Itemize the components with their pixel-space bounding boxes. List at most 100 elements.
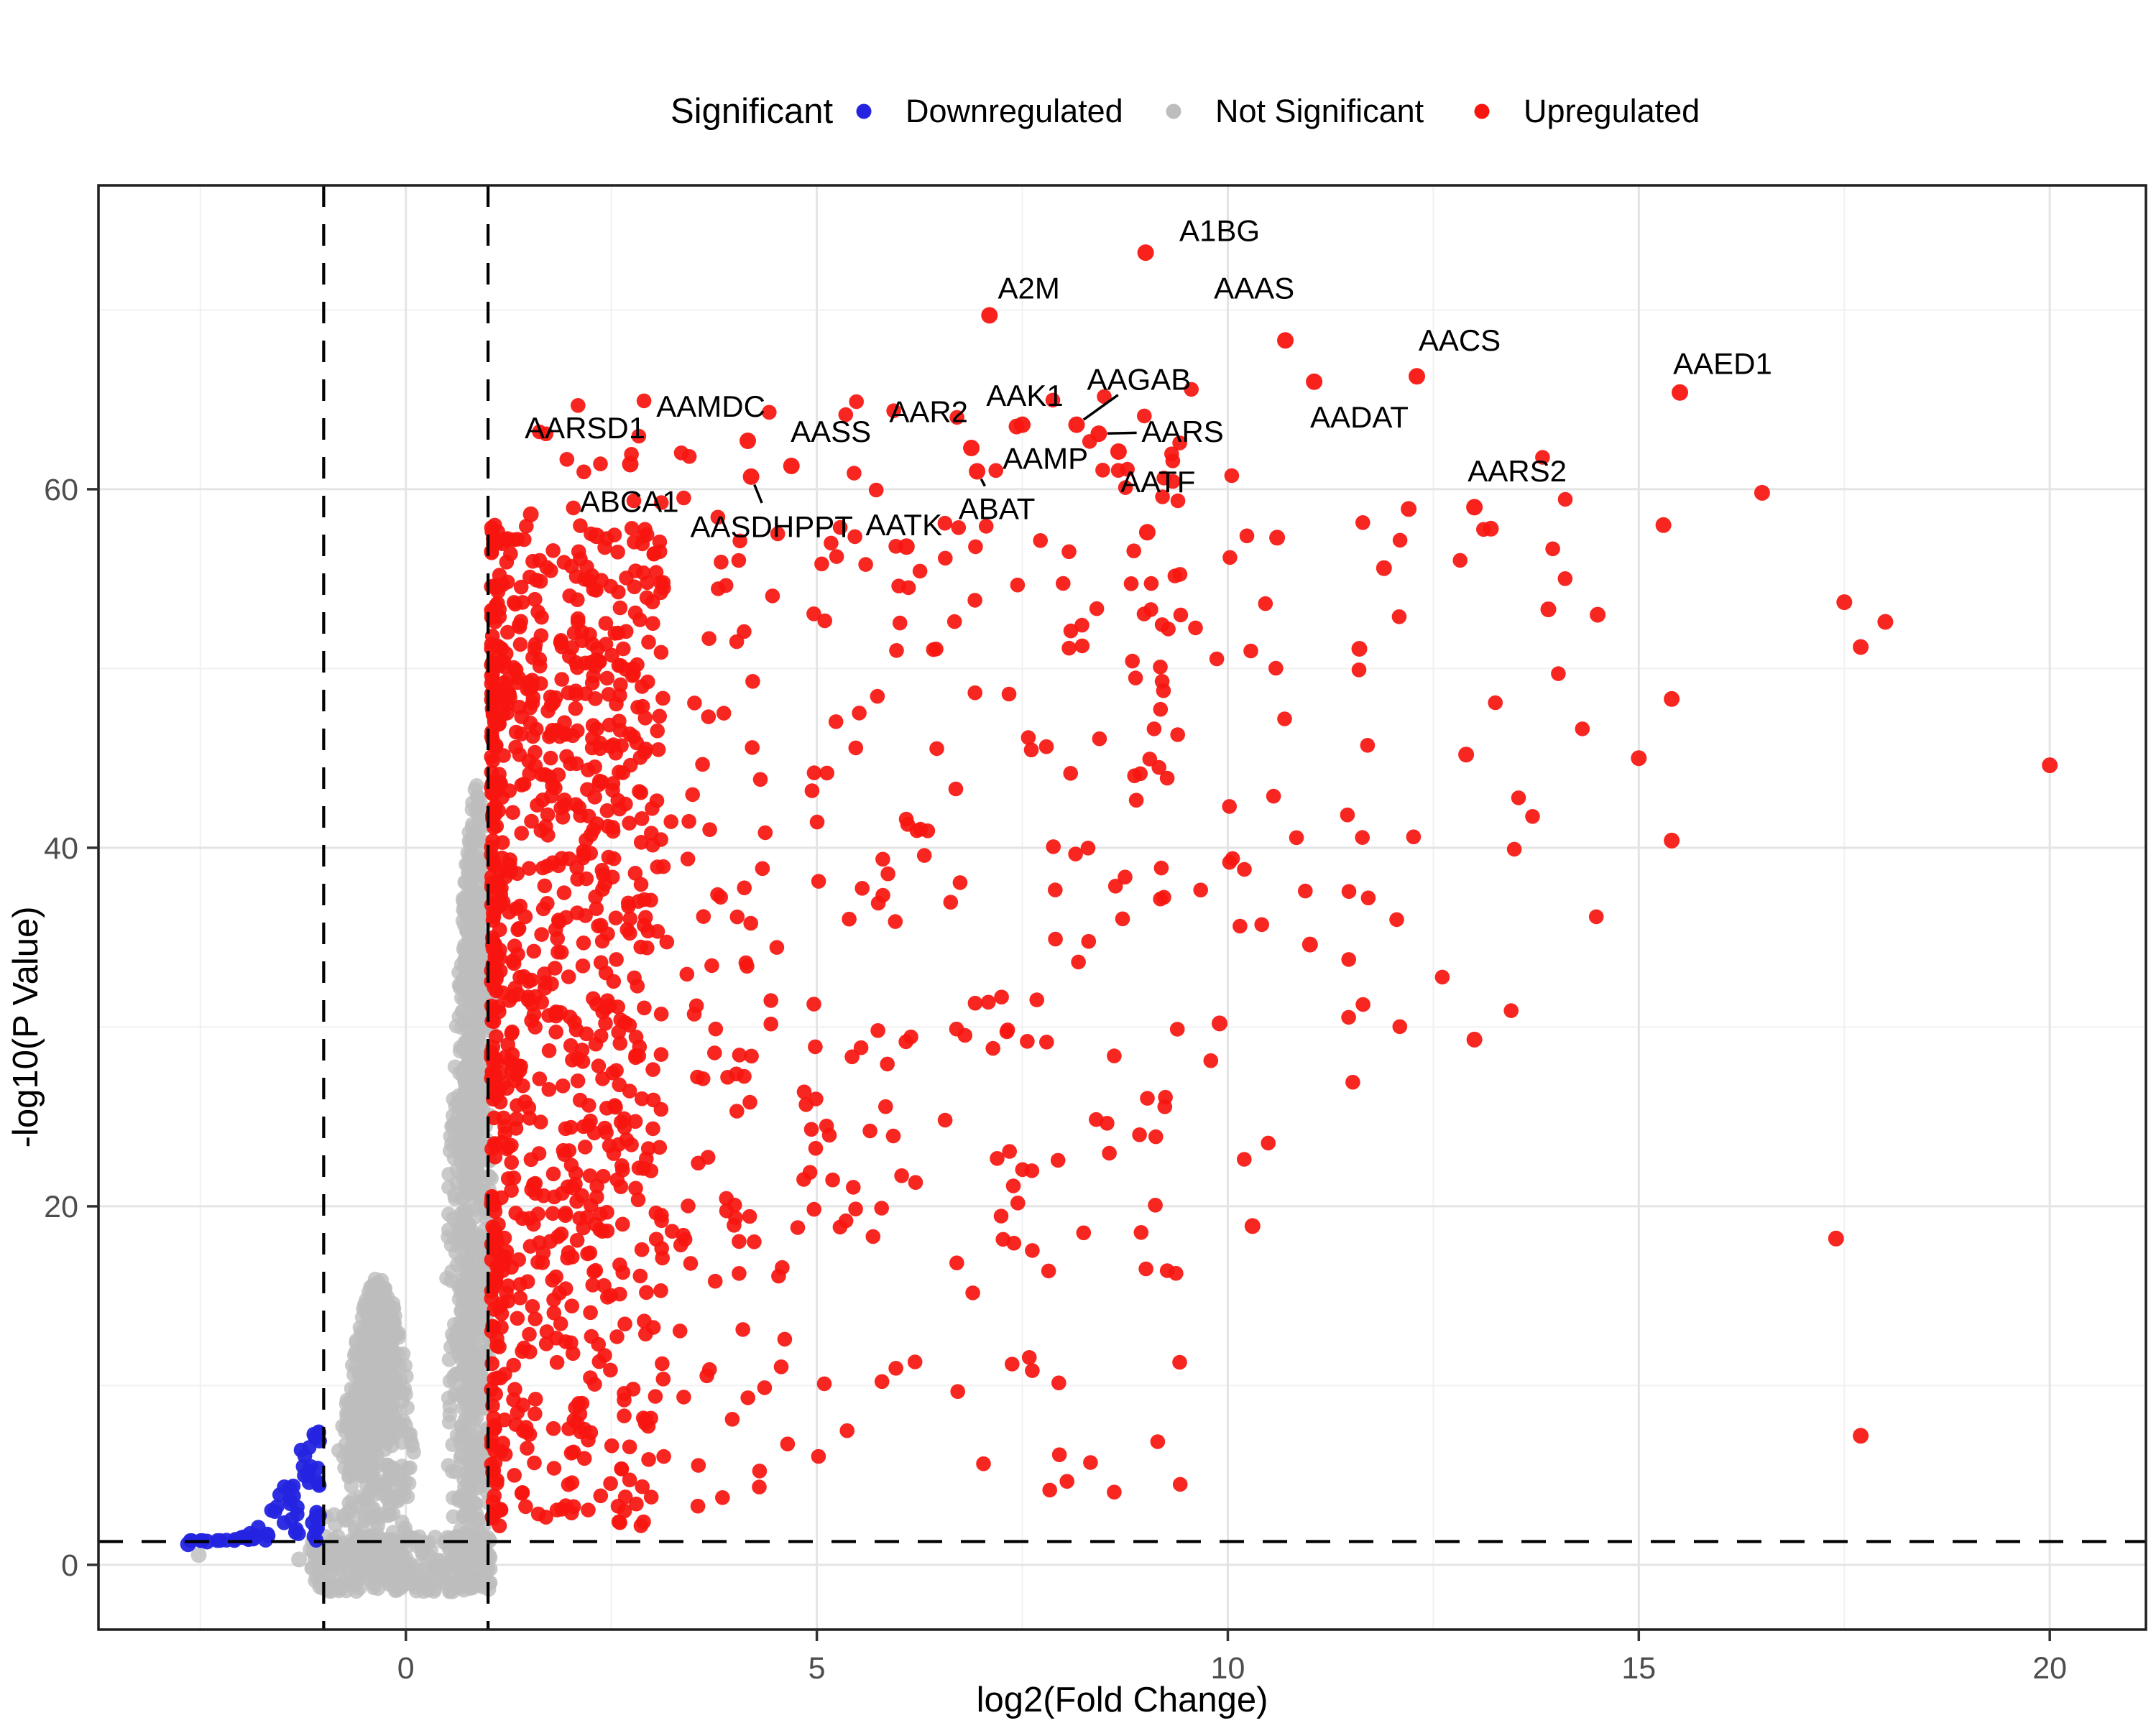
point [568, 1400, 583, 1415]
point [500, 624, 515, 640]
point [488, 1051, 503, 1067]
point [679, 966, 695, 982]
point [572, 1211, 587, 1226]
point [646, 546, 662, 561]
point [617, 1316, 632, 1331]
point [808, 1140, 824, 1156]
point [664, 1224, 680, 1239]
gene-label-AASDHPPT: AASDHPPT [691, 509, 853, 543]
gene-point-AAED1 [1672, 384, 1688, 401]
point [558, 1281, 573, 1296]
point [568, 701, 584, 716]
point [1068, 846, 1083, 861]
point [1071, 954, 1086, 970]
point [566, 500, 581, 516]
point [806, 1201, 821, 1217]
point [415, 1542, 430, 1558]
point [450, 1331, 466, 1346]
point [499, 1141, 515, 1157]
point [653, 644, 669, 660]
point [333, 1540, 348, 1556]
point [672, 1323, 688, 1339]
point [456, 1089, 471, 1104]
point [470, 1257, 486, 1273]
point [505, 1047, 520, 1062]
point [497, 659, 512, 675]
point [900, 580, 916, 596]
point [615, 1216, 630, 1232]
point [384, 1401, 399, 1417]
point [609, 1172, 625, 1188]
point [381, 1361, 397, 1377]
point [520, 1441, 535, 1456]
point [573, 518, 588, 533]
point [545, 723, 561, 738]
point [581, 1502, 596, 1517]
point [1081, 933, 1097, 949]
point [514, 777, 530, 793]
point [1406, 829, 1422, 844]
point [487, 1149, 503, 1165]
legend-key-ns [1166, 103, 1181, 119]
gene-labels: A1BG A2M AAAS AACS AADAT AAED1 AARS2 AARSD1 AAMD… [525, 214, 1772, 544]
point [630, 1192, 646, 1208]
point [564, 1475, 580, 1490]
gene-point-AATF [1138, 524, 1156, 541]
point [251, 1520, 266, 1535]
point [1341, 1009, 1356, 1025]
point [853, 1040, 869, 1055]
point [1059, 1474, 1074, 1489]
point [532, 1071, 548, 1086]
point [1045, 392, 1061, 408]
point [627, 1114, 643, 1129]
threshold-lines [98, 185, 2146, 1630]
point [948, 781, 964, 797]
point [613, 677, 628, 693]
point [584, 1329, 599, 1344]
point [581, 808, 596, 824]
point [618, 624, 634, 639]
point [700, 1150, 716, 1165]
x-axis-title: log2(Fold Change) [977, 1681, 1268, 1719]
point [993, 1209, 1009, 1224]
point [569, 860, 584, 875]
point [557, 798, 573, 813]
point [563, 1335, 579, 1351]
point [1097, 389, 1112, 405]
point [515, 1211, 530, 1226]
point [583, 1370, 598, 1385]
gene-label-AATK: AATK [866, 508, 943, 542]
point [1153, 660, 1168, 675]
point [526, 943, 542, 959]
point [548, 1005, 563, 1021]
point [1258, 596, 1273, 611]
point [528, 744, 543, 760]
point [731, 553, 747, 568]
point [819, 765, 834, 781]
point [1048, 931, 1063, 947]
point [1118, 480, 1133, 495]
point [1023, 742, 1039, 757]
point [547, 961, 563, 976]
point [2042, 757, 2058, 774]
point [608, 1099, 623, 1115]
point [603, 1476, 618, 1491]
point [838, 407, 854, 422]
point [1125, 653, 1140, 669]
point [1392, 532, 1408, 548]
point [870, 1023, 885, 1038]
point [757, 1380, 773, 1395]
point [487, 798, 503, 814]
point [354, 1310, 370, 1325]
point [659, 934, 675, 950]
point [1540, 601, 1557, 618]
point [636, 565, 651, 581]
point [470, 905, 485, 921]
point [539, 560, 555, 576]
gene-label-A1BG: A1BG [1179, 214, 1260, 248]
point [485, 753, 501, 768]
point [1102, 1145, 1117, 1161]
point [1664, 832, 1680, 849]
point [663, 814, 678, 829]
point [471, 1006, 487, 1022]
